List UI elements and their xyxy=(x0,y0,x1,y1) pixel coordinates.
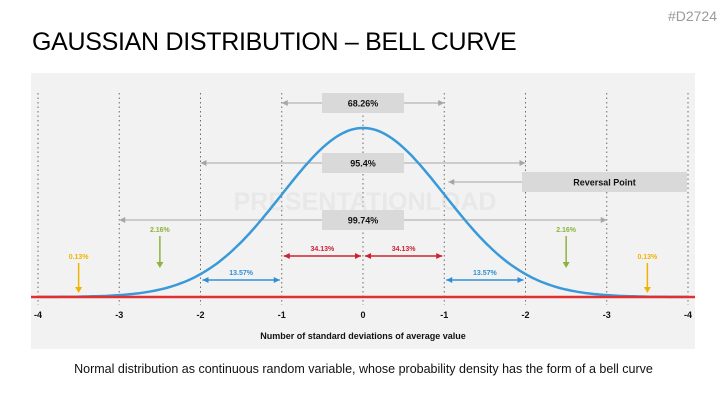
arrow-head-icon xyxy=(200,160,207,166)
arrow-head-icon xyxy=(355,253,361,259)
x-tick-label: -2 xyxy=(521,310,529,320)
arrow-head-icon xyxy=(600,217,607,223)
bracket-label-box xyxy=(322,153,404,173)
reversal-point-label: Reversal Point xyxy=(573,178,636,188)
arrow-head-icon xyxy=(119,217,126,223)
arrow-head-icon xyxy=(273,277,280,283)
slide-title: GAUSSIAN DISTRIBUTION – BELL CURVE xyxy=(32,28,517,56)
arrow-head-icon xyxy=(156,262,164,268)
arrow-head-icon xyxy=(436,253,443,259)
interval-label: 13.57% xyxy=(229,270,254,277)
bracket-label-box xyxy=(322,210,404,230)
x-tick-label: 0 xyxy=(360,310,365,320)
arrow-head-icon xyxy=(283,253,290,259)
bracket-label: 99.74% xyxy=(348,216,379,226)
arrow-head-icon xyxy=(517,277,524,283)
arrow-head-icon xyxy=(643,287,651,293)
slide-id-label: #D2724 xyxy=(667,8,717,24)
arrow-head-icon xyxy=(519,160,526,166)
arrow-head-icon xyxy=(202,277,209,283)
interval-label: 13.57% xyxy=(473,270,498,277)
x-tick-label: -3 xyxy=(603,310,611,320)
reversal-point-box xyxy=(522,172,687,192)
interval-label: 34.13% xyxy=(392,246,417,253)
bracket-label: 68.26% xyxy=(348,99,379,109)
x-tick-label: -2 xyxy=(196,310,204,320)
tail-label: 0.13% xyxy=(637,254,658,261)
bracket-label-box xyxy=(322,93,404,113)
arrow-head-icon xyxy=(562,262,570,268)
bell-curve-line xyxy=(38,126,688,299)
arrow-head-icon xyxy=(448,179,455,185)
x-axis-label: Number of standard deviations of average… xyxy=(260,331,466,341)
x-tick-label: -3 xyxy=(115,310,123,320)
arrow-head-icon xyxy=(75,287,83,293)
bracket-label: 95.4% xyxy=(350,159,376,169)
x-tick-label: -1 xyxy=(278,310,286,320)
tail-label: 2.16% xyxy=(556,227,577,234)
x-tick-label: -1 xyxy=(440,310,448,320)
slide-caption: Normal distribution as continuous random… xyxy=(74,362,653,376)
arrow-head-icon xyxy=(446,277,453,283)
arrow-head-icon xyxy=(365,253,371,259)
interval-label: 34.13% xyxy=(311,246,336,253)
arrow-head-icon xyxy=(438,100,445,106)
tail-label: 0.13% xyxy=(69,254,90,261)
arrow-head-icon xyxy=(281,100,288,106)
tail-label: 2.16% xyxy=(150,227,171,234)
x-tick-label: -4 xyxy=(34,310,42,320)
x-tick-label: -4 xyxy=(684,310,692,320)
